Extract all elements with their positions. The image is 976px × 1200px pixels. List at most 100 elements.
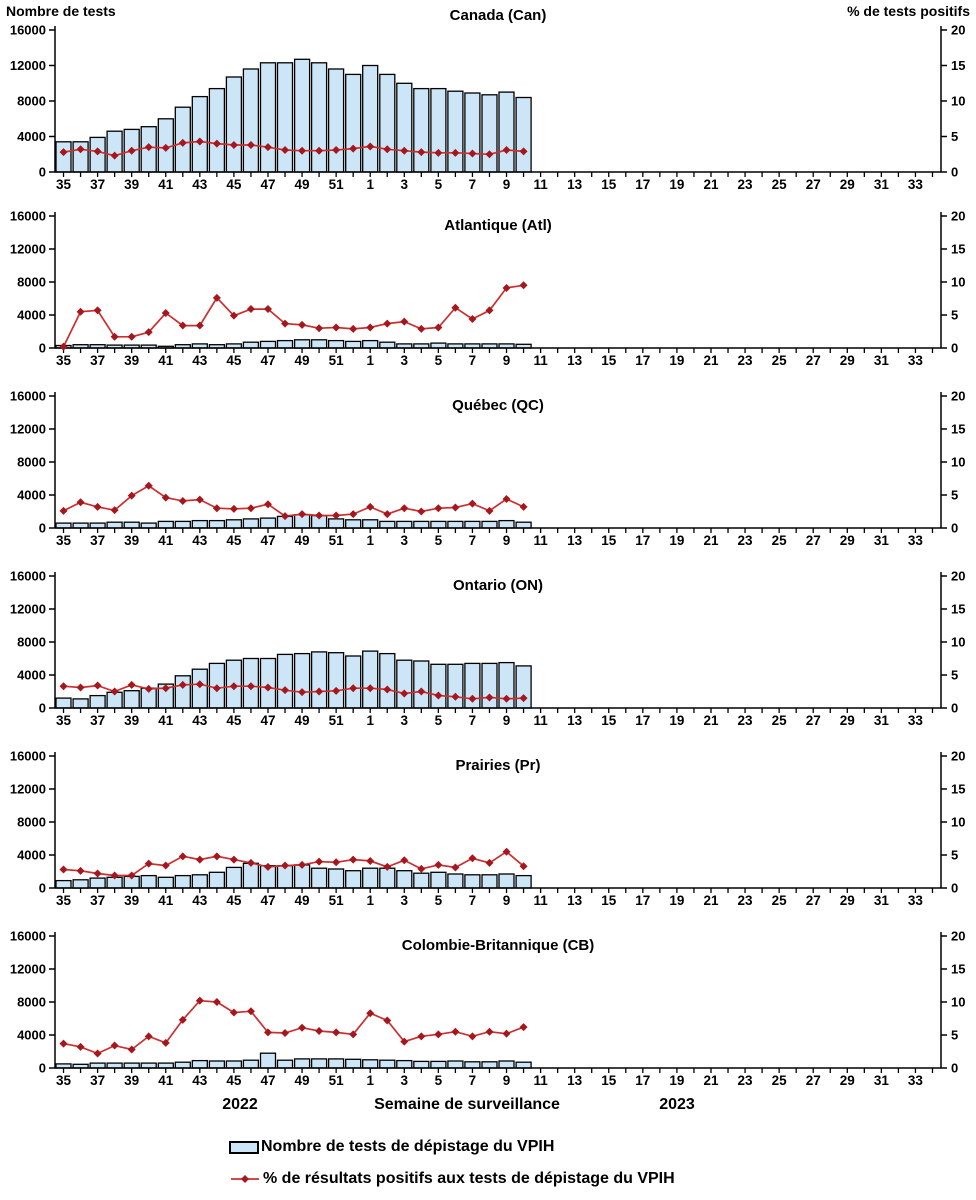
pct-marker [263, 305, 272, 314]
pct-marker [383, 685, 392, 694]
pct-marker [144, 1032, 153, 1041]
tests-bar [208, 871, 226, 889]
week-label: 5 [435, 713, 443, 728]
pct-marker [246, 305, 255, 314]
tests-bar [123, 690, 140, 709]
right-tick-label: 20 [951, 569, 965, 584]
left-tick-label: 0 [39, 1061, 46, 1076]
pct-marker [451, 303, 460, 312]
pct-marker [263, 862, 272, 871]
left-tick-label: 12000 [10, 58, 46, 73]
pct-line [63, 484, 524, 517]
legend-item-pct: % de résultats positifs aux tests de dép… [229, 1166, 675, 1192]
pct-marker [161, 1038, 170, 1047]
pct-markers [59, 996, 528, 1058]
pct-marker [195, 321, 204, 330]
pct-marker [76, 1042, 85, 1051]
left-tick-label: 12000 [10, 422, 46, 437]
tests-bar [174, 1061, 191, 1069]
pct-marker [110, 332, 119, 341]
week-label: 15 [601, 893, 617, 908]
pct-marker [59, 506, 68, 515]
week-label: 29 [840, 713, 855, 728]
tests-bar [362, 867, 379, 889]
pct-marker [229, 1008, 238, 1017]
pct-marker [434, 148, 443, 157]
week-label: 9 [503, 893, 511, 908]
week-label: 45 [226, 1073, 242, 1088]
tests-bar [498, 519, 515, 529]
left-tick-label: 0 [39, 701, 46, 716]
tests-bar [481, 1061, 498, 1069]
week-label: 43 [192, 713, 208, 728]
pct-marker [110, 506, 119, 515]
left-tick-label: 4000 [17, 668, 46, 683]
week-label: 33 [908, 893, 924, 908]
week-label: 51 [329, 177, 345, 192]
week-label: 45 [226, 713, 242, 728]
tests-bar [55, 879, 72, 889]
right-tick-label: 10 [951, 995, 965, 1010]
axes [54, 752, 942, 889]
pct-marker [93, 1049, 102, 1058]
pct-marker [144, 143, 153, 152]
tests-bar [362, 1059, 379, 1069]
week-label: 51 [329, 893, 345, 908]
week-label: 49 [295, 1073, 310, 1088]
week-label: 47 [260, 533, 275, 548]
week-label: 15 [601, 177, 617, 192]
left-tick-label: 8000 [17, 275, 46, 290]
pct-marker [451, 148, 460, 157]
tests-bar [396, 870, 413, 889]
tests-bar [276, 1059, 294, 1069]
tests-bar [430, 1060, 447, 1069]
tests-bar [310, 867, 328, 889]
tests-bar [396, 1059, 413, 1069]
week-label: 41 [158, 533, 174, 548]
tests-bar [413, 1060, 430, 1069]
legend-diamond [241, 1175, 249, 1183]
tests-bar [345, 519, 362, 529]
pct-marker [332, 511, 341, 520]
pct-marker [349, 510, 358, 519]
panel-title: Atlantique (Atl) [444, 217, 551, 234]
week-label: 45 [226, 533, 242, 548]
pct-marker [93, 502, 102, 511]
week-label: 1 [366, 893, 374, 908]
tests-bar [447, 873, 464, 889]
week-label: 33 [908, 533, 924, 548]
tests-bar [515, 1061, 532, 1069]
tests-bar [396, 82, 413, 173]
pct-marker [349, 684, 358, 693]
week-label: 23 [738, 893, 754, 908]
week-label: 29 [840, 533, 855, 548]
pct-marker [400, 856, 409, 865]
tests-bar [515, 521, 532, 529]
week-label: 27 [806, 893, 821, 908]
tests-bar [327, 652, 345, 709]
pct-marker [468, 314, 477, 323]
tests-bar [191, 519, 208, 529]
tests-bar [225, 1060, 243, 1069]
week-label: 11 [533, 177, 548, 192]
pct-line [63, 683, 524, 700]
left-tick-label: 8000 [17, 455, 46, 470]
week-label: 29 [840, 1073, 855, 1088]
pct-marker [519, 147, 528, 156]
week-label: 23 [738, 1073, 754, 1088]
week-label: 19 [669, 1073, 684, 1088]
tests-bar [327, 68, 345, 173]
left-tick-label: 12000 [10, 782, 46, 797]
tests-bar [447, 1060, 464, 1069]
week-label: 9 [503, 353, 511, 368]
week-label: 17 [635, 353, 650, 368]
right-tick-label: 15 [951, 242, 965, 257]
week-label: 47 [260, 893, 275, 908]
tests-bar [242, 862, 260, 889]
week-label: 35 [56, 713, 72, 728]
pct-marker [366, 142, 375, 151]
week-label: 25 [772, 353, 788, 368]
week-label: 19 [669, 353, 684, 368]
